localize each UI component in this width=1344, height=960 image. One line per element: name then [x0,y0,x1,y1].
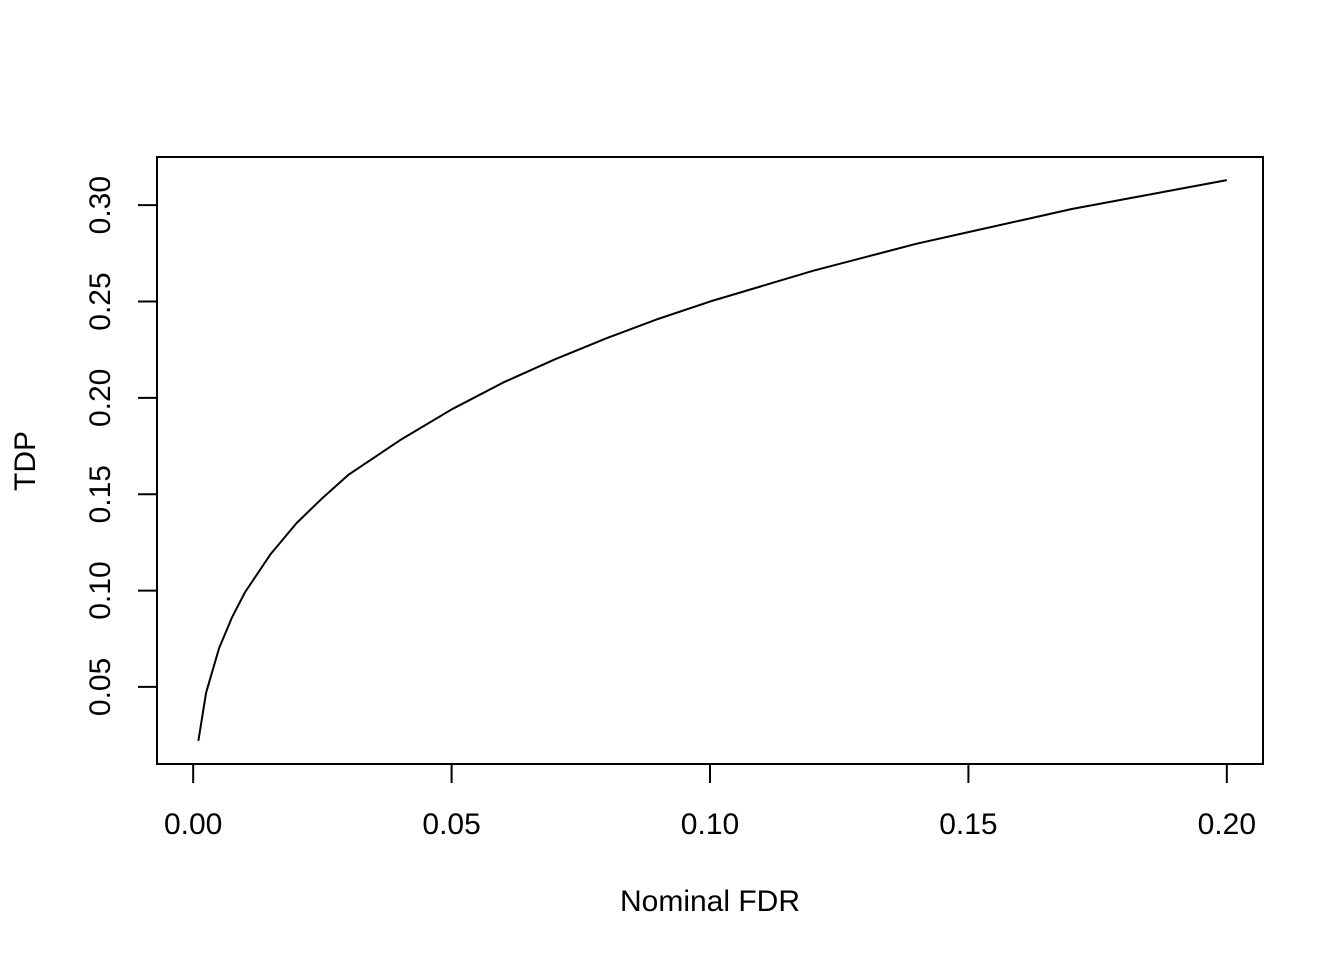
x-tick-label: 0.20 [1198,808,1256,841]
x-axis-label: Nominal FDR [620,885,800,918]
series-line [197,179,1228,742]
y-axis: 0.05 0.10 0.15 0.20 0.25 0.30 [84,176,158,716]
series-layer [197,179,1228,742]
x-tick-label: 0.00 [164,808,222,841]
y-tick-label: 0.30 [84,176,117,234]
y-tick-label: 0.20 [84,369,117,427]
y-tick-label: 0.05 [84,658,117,716]
x-tick-label: 0.05 [422,808,480,841]
x-axis: 0.00 0.05 0.10 0.15 0.20 [164,763,1256,841]
y-tick-label: 0.10 [84,561,117,619]
y-tick-label: 0.25 [84,272,117,330]
plot-frame [156,156,1264,765]
x-tick-label: 0.10 [681,808,739,841]
x-tick-label: 0.15 [939,808,997,841]
y-axis-label: TDP [9,431,42,491]
y-tick-label: 0.15 [84,465,117,523]
